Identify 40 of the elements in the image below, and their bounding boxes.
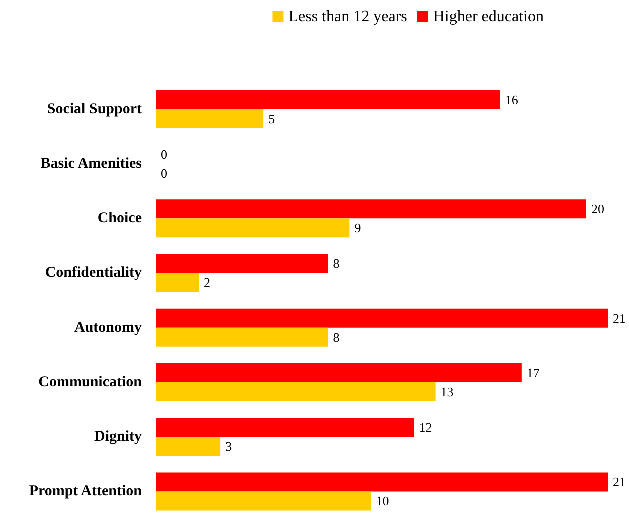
y-tick-label: Dignity [94, 429, 142, 446]
legend-label: Higher education [433, 8, 544, 26]
legend-label: Less than 12 years [288, 8, 408, 26]
bar [156, 90, 500, 110]
bar [156, 418, 414, 438]
data-label: 12 [419, 420, 432, 436]
data-label: 21 [613, 474, 626, 490]
bar [156, 328, 328, 347]
y-tick-label: Autonomy [74, 320, 142, 336]
y-tick-label: Choice [98, 210, 142, 227]
data-label: 13 [440, 384, 454, 400]
data-label: 0 [161, 146, 168, 162]
data-label: 5 [268, 111, 276, 126]
data-label: 17 [526, 365, 540, 380]
bar [156, 363, 522, 382]
bar [156, 109, 264, 128]
y-tick-label: Confidentiality [45, 265, 142, 282]
y-tick-label: Social Support [47, 101, 142, 118]
bar [156, 308, 608, 328]
data-label: 2 [204, 275, 211, 290]
bar [156, 472, 608, 492]
bar [156, 492, 372, 511]
y-tick-label: Basic Amenities [40, 156, 142, 172]
bar [156, 254, 328, 274]
data-label: 3 [226, 439, 232, 454]
bar [156, 273, 200, 292]
data-label: 16 [505, 92, 519, 108]
bar [156, 437, 221, 456]
bar [156, 218, 350, 238]
data-label: 9 [354, 220, 362, 236]
data-label: 0 [161, 166, 168, 181]
data-label: 8 [333, 256, 340, 272]
bar [156, 382, 436, 402]
data-label: 8 [333, 330, 340, 345]
bar [156, 200, 586, 219]
data-label: 10 [376, 494, 390, 509]
data-label: 21 [613, 310, 626, 326]
y-tick-label: Prompt Attention [29, 484, 143, 500]
y-tick-label: Communication [38, 374, 143, 390]
data-label: 20 [591, 202, 604, 217]
